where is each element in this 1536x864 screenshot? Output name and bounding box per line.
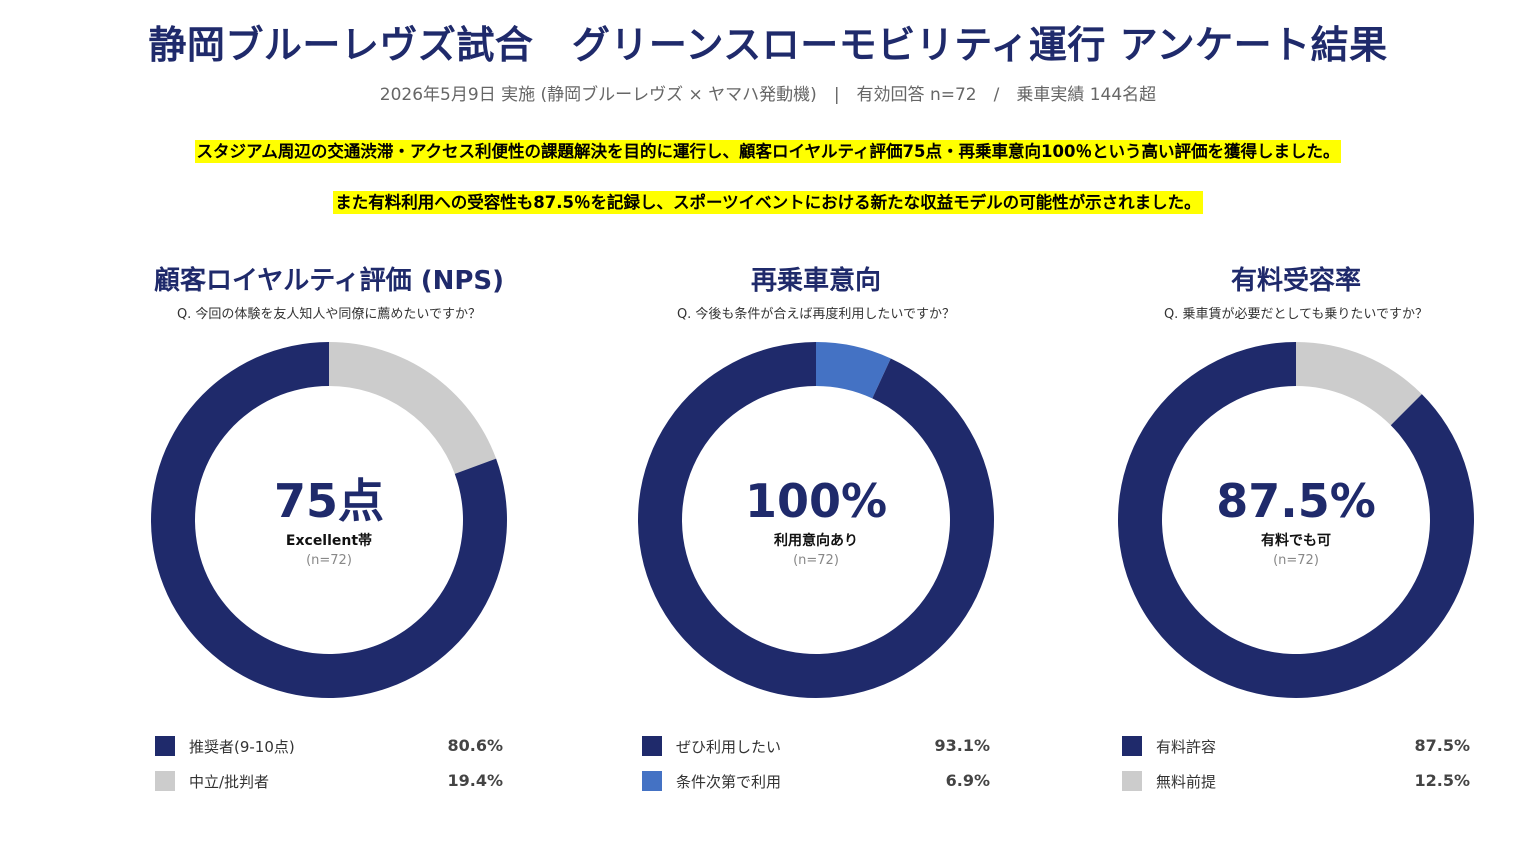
legend-value: 12.5% <box>1414 771 1470 790</box>
center-value: 75点 <box>273 474 384 528</box>
legend-row: 無料前提 12.5% <box>1116 765 1476 800</box>
legend-swatch <box>1122 736 1142 756</box>
legend-label: 無料前提 <box>1156 773 1217 791</box>
page-title: 静岡ブルーレヴズ試合 グリーンスローモビリティ運行 アンケート結果 <box>148 23 1388 67</box>
legend-row: 中立/批判者 19.4% <box>149 765 509 800</box>
donut-slice <box>329 342 497 474</box>
donut-slice <box>1296 342 1422 426</box>
paid-acceptance-donut-chart <box>1118 342 1474 698</box>
page-subtitle: 2026年5月9日 実施 (静岡ブルーレヴズ × ヤマハ発動機) | 有効回答 … <box>379 85 1157 105</box>
highlight-1-content: スタジアム周辺の交通渋滞・アクセス利便性の課題解決を目的に運行し、顧客ロイヤルテ… <box>194 140 1342 163</box>
legend-value: 6.9% <box>945 771 990 790</box>
panel-question: Q. 乗車賃が必要だとしても乗りたいですか？ <box>1163 307 1429 322</box>
highlight-text-1: スタジアム周辺の交通渋滞・アクセス利便性の課題解決を目的に運行し、顧客ロイヤルテ… <box>0 138 1536 163</box>
panel-question: Q. 今回の体験を友人知人や同僚に薦めたいですか？ <box>176 307 482 322</box>
center-label: 利用意向あり <box>774 533 858 549</box>
legend-label: 推奨者(9-10点) <box>189 738 295 756</box>
nps-donut-chart <box>151 342 508 698</box>
center-sample-size: (n=72) <box>1273 553 1319 568</box>
panel-title: 顧客ロイヤルティ評価 (NPS) <box>153 266 505 296</box>
repeat-ride-donut-chart <box>638 342 994 698</box>
donut-center: 100% 利用意向あり (n=72) <box>636 476 996 568</box>
chart-legend: 推奨者(9-10点) 80.6% 中立/批判者 19.4% <box>149 730 509 800</box>
center-value: 100% <box>744 474 888 528</box>
center-sample-size: (n=72) <box>306 553 352 568</box>
legend-value: 19.4% <box>447 771 503 790</box>
donut-center: 75点 Excellent帯 (n=72) <box>149 476 509 568</box>
highlight-text-2: また有料利用への受容性も87.5％を記録し、スポーツイベントにおける新たな収益モ… <box>0 189 1536 214</box>
donut-slice <box>816 342 891 399</box>
chart-legend: ぜひ利用したい 93.1% 条件次第で利用 6.9% <box>636 730 996 800</box>
legend-value: 93.1% <box>934 736 990 755</box>
panel-question: Q. 今後も条件が合えば再度利用したいですか？ <box>676 307 956 322</box>
panel-title: 有料受容率 <box>1230 266 1361 296</box>
center-label: Excellent帯 <box>285 533 373 549</box>
legend-swatch <box>155 771 175 791</box>
repeat-ride-panel: 再乗車意向 Q. 今後も条件が合えば再度利用したいですか？ 100% 利用意向あ… <box>636 260 996 791</box>
legend-swatch <box>642 771 662 791</box>
legend-swatch <box>642 736 662 756</box>
legend-row: 有料許容 87.5% <box>1116 730 1476 765</box>
legend-label: ぜひ利用したい <box>676 738 782 756</box>
center-sample-size: (n=72) <box>793 553 839 568</box>
legend-row: ぜひ利用したい 93.1% <box>636 730 996 765</box>
nps-panel: 顧客ロイヤルティ評価 (NPS) Q. 今回の体験を友人知人や同僚に薦めたいです… <box>149 260 509 791</box>
legend-row: 条件次第で利用 6.9% <box>636 765 996 800</box>
paid-acceptance-panel: 有料受容率 Q. 乗車賃が必要だとしても乗りたいですか？ 87.5% 有料でも可… <box>1116 260 1476 791</box>
center-value: 87.5% <box>1216 474 1376 528</box>
highlight-2-content: また有料利用への受容性も87.5％を記録し、スポーツイベントにおける新たな収益モ… <box>333 191 1203 214</box>
legend-label: 中立/批判者 <box>189 773 270 791</box>
legend-label: 有料許容 <box>1156 738 1217 756</box>
legend-swatch <box>1122 771 1142 791</box>
legend-value: 87.5% <box>1414 736 1470 755</box>
legend-label: 条件次第で利用 <box>676 773 782 791</box>
center-label: 有料でも可 <box>1261 533 1331 549</box>
donut-center: 87.5% 有料でも可 (n=72) <box>1116 476 1476 568</box>
legend-row: 推奨者(9-10点) 80.6% <box>149 730 509 765</box>
legend-swatch <box>155 736 175 756</box>
panel-title: 再乗車意向 <box>750 266 881 296</box>
legend-value: 80.6% <box>447 736 503 755</box>
chart-legend: 有料許容 87.5% 無料前提 12.5% <box>1116 730 1476 800</box>
